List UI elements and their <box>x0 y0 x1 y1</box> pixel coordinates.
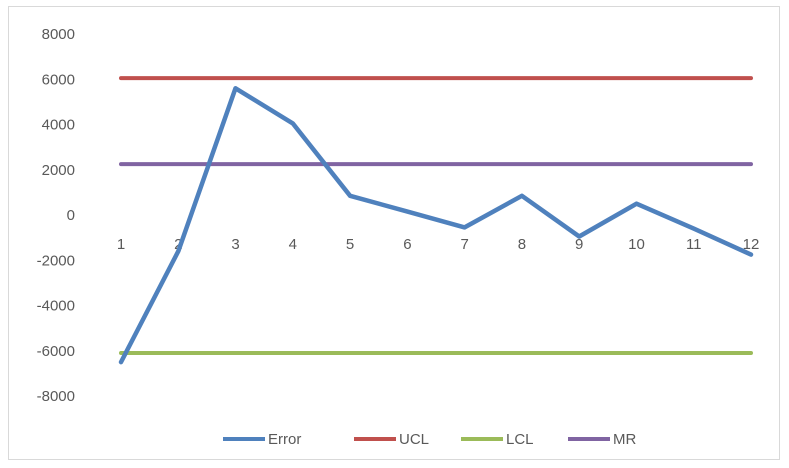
legend-label: UCL <box>399 431 429 448</box>
x-tick-label: 8 <box>518 236 526 253</box>
legend-label: Error <box>268 431 301 448</box>
x-tick-label: 4 <box>289 236 297 253</box>
legend-label: MR <box>613 431 636 448</box>
y-tick-label: -6000 <box>37 343 75 360</box>
x-tick-label: 3 <box>231 236 239 253</box>
x-tick-label: 12 <box>743 236 760 253</box>
x-tick-label: 11 <box>686 236 702 253</box>
y-tick-label: 4000 <box>42 117 75 134</box>
legend-item-error: Error <box>223 431 301 448</box>
x-tick-label: 5 <box>346 236 354 253</box>
x-tick-label: 1 <box>117 236 125 253</box>
y-tick-label: -4000 <box>37 298 75 315</box>
y-tick-label: 2000 <box>42 162 75 179</box>
x-tick-label: 10 <box>628 236 645 253</box>
y-tick-label: -8000 <box>37 388 75 405</box>
y-tick-label: 8000 <box>42 26 75 43</box>
legend: Error UCL LCL MR <box>223 431 636 448</box>
legend-item-ucl: UCL <box>354 431 429 448</box>
y-tick-label: -2000 <box>37 252 75 269</box>
x-axis-ticks: 1 2 3 4 5 6 7 8 9 10 11 12 <box>117 236 760 253</box>
legend-item-mr: MR <box>568 431 636 448</box>
y-axis-ticks: 8000 6000 4000 2000 0 -2000 -4000 -6000 -8000 <box>37 26 75 405</box>
series-line-error <box>118 86 754 365</box>
x-tick-label: 6 <box>403 236 411 253</box>
y-tick-label: 0 <box>67 207 75 224</box>
x-tick-label: 7 <box>460 236 468 253</box>
series-lines <box>118 76 754 365</box>
legend-label: LCL <box>506 431 534 448</box>
y-tick-label: 6000 <box>42 71 75 88</box>
x-tick-label: 9 <box>575 236 583 253</box>
legend-item-lcl: LCL <box>461 431 534 448</box>
